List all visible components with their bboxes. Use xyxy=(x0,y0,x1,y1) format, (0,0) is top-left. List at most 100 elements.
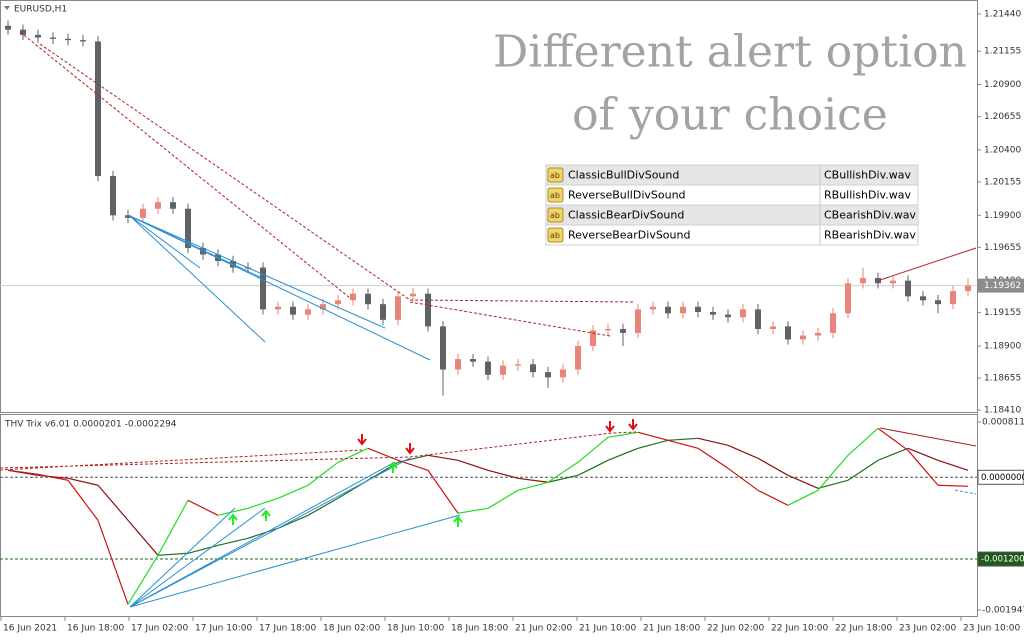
time-label: 21 Jun 18:00 xyxy=(643,624,700,634)
table-row xyxy=(545,224,919,246)
candle-body xyxy=(275,306,281,310)
candle-body xyxy=(755,309,761,329)
fast-trix-segment xyxy=(637,431,669,441)
parameter-value[interactable]: CBearishDiv.wav xyxy=(824,209,916,222)
sell-arrow xyxy=(605,421,615,433)
divergence-line xyxy=(954,489,977,495)
slow-trix-segment xyxy=(637,439,669,449)
candle-body xyxy=(770,326,776,329)
candle-body xyxy=(545,372,551,378)
buy-arrow xyxy=(388,461,398,473)
candle-body xyxy=(740,309,746,318)
candle-body xyxy=(845,283,851,314)
fast-trix-segment xyxy=(907,449,939,486)
fast-trix-segment xyxy=(697,447,729,469)
signal-arrows xyxy=(228,419,638,527)
fast-trix-segment xyxy=(817,454,849,491)
slow-trix-segment xyxy=(577,459,609,476)
symbol-menu-arrow[interactable] xyxy=(4,6,10,10)
candle-body xyxy=(50,37,56,39)
slow-trix-segment xyxy=(787,474,819,489)
candle-body xyxy=(875,278,881,284)
candle-body xyxy=(470,359,476,362)
fast-trix-segment xyxy=(127,554,159,605)
slow-trix-segment xyxy=(127,519,159,556)
candle-body xyxy=(455,359,461,370)
candle-body xyxy=(350,293,356,301)
candle-body xyxy=(890,280,896,284)
candle-body xyxy=(110,176,116,216)
candle-body xyxy=(395,296,401,320)
indicator-tick-label: -0.0019472 xyxy=(982,605,1024,615)
parameter-value[interactable]: RBearishDiv.wav xyxy=(824,229,916,242)
candle-body xyxy=(650,306,656,310)
candle-body xyxy=(725,314,731,318)
time-label: 21 Jun 02:00 xyxy=(515,624,572,634)
parameter-value[interactable]: CBullishDiv.wav xyxy=(824,169,911,182)
buy-arrow xyxy=(261,509,271,521)
slow-trix-segment xyxy=(817,479,849,489)
slow-trix-segment xyxy=(727,444,759,459)
divergence-line xyxy=(129,457,461,608)
fast-trix-segment xyxy=(337,447,369,463)
candle-body xyxy=(620,328,626,333)
candle-body xyxy=(5,25,11,30)
time-label: 23 Jun 10:00 xyxy=(963,624,1020,634)
type-icon-text: ab xyxy=(550,231,560,240)
sell-arrow xyxy=(357,434,367,446)
candle-body xyxy=(665,306,671,314)
parameter-name: ClassicBullDivSound xyxy=(568,169,679,182)
time-label: 23 Jun 02:00 xyxy=(899,624,956,634)
slow-trix-segment xyxy=(217,537,249,546)
level-label: -0.0012000 xyxy=(981,555,1024,565)
time-label: 17 Jun 02:00 xyxy=(131,624,188,634)
slow-trix-segment xyxy=(907,447,939,461)
candle-body xyxy=(425,293,431,327)
candle-body xyxy=(815,332,821,336)
fast-trix-segment xyxy=(7,469,39,475)
slow-trix-segment xyxy=(67,477,99,486)
candle-body xyxy=(920,296,926,301)
parameter-value[interactable]: RBullishDiv.wav xyxy=(824,189,911,202)
candle-body xyxy=(830,313,836,333)
slow-trix-segment xyxy=(397,454,429,463)
indicator-label: THV Trix v6.01 0.0000201 -0.0002294 xyxy=(4,420,177,430)
price-tick-label: 1.20655 xyxy=(984,112,1021,122)
type-icon xyxy=(547,207,564,223)
time-label: 18 Jun 10:00 xyxy=(387,624,444,634)
parameter-name: ReverseBullDivSound xyxy=(568,189,686,202)
type-icon xyxy=(547,187,564,203)
sell-arrow xyxy=(628,419,638,431)
candle-body xyxy=(695,306,701,313)
fast-trix-segment xyxy=(547,461,579,483)
divergence-line xyxy=(879,427,977,447)
fast-trix-segment xyxy=(37,473,69,481)
candle-body xyxy=(605,328,611,331)
price-tick-label: 1.21440 xyxy=(984,9,1021,19)
fast-trix-segment xyxy=(607,431,639,438)
fast-trix-segment xyxy=(217,507,249,516)
candle-body xyxy=(635,309,641,333)
price-tick-label: 1.18900 xyxy=(984,341,1021,351)
candle-body xyxy=(860,278,866,284)
slow-trix-segment xyxy=(757,457,789,476)
price-tick-label: 1.20155 xyxy=(984,177,1021,187)
fast-trix-segment xyxy=(277,484,309,499)
time-label: 17 Jun 18:00 xyxy=(259,624,316,634)
fast-trix-segment xyxy=(307,461,339,486)
candle-body xyxy=(260,267,266,310)
slow-trix-segment xyxy=(157,552,189,556)
indicator-tick-label: 0.0008118 xyxy=(982,417,1024,427)
candle-body xyxy=(170,202,176,209)
slow-trix-segment xyxy=(307,497,339,516)
type-icon-text: ab xyxy=(550,211,560,220)
level-box xyxy=(977,469,1024,485)
fast-trix-segment xyxy=(427,469,459,514)
candle-body xyxy=(950,291,956,305)
candle-body xyxy=(575,345,581,370)
time-label: 16 Jun 18:00 xyxy=(67,624,124,634)
candle-body xyxy=(800,335,806,340)
fast-trix-segment xyxy=(67,479,99,521)
